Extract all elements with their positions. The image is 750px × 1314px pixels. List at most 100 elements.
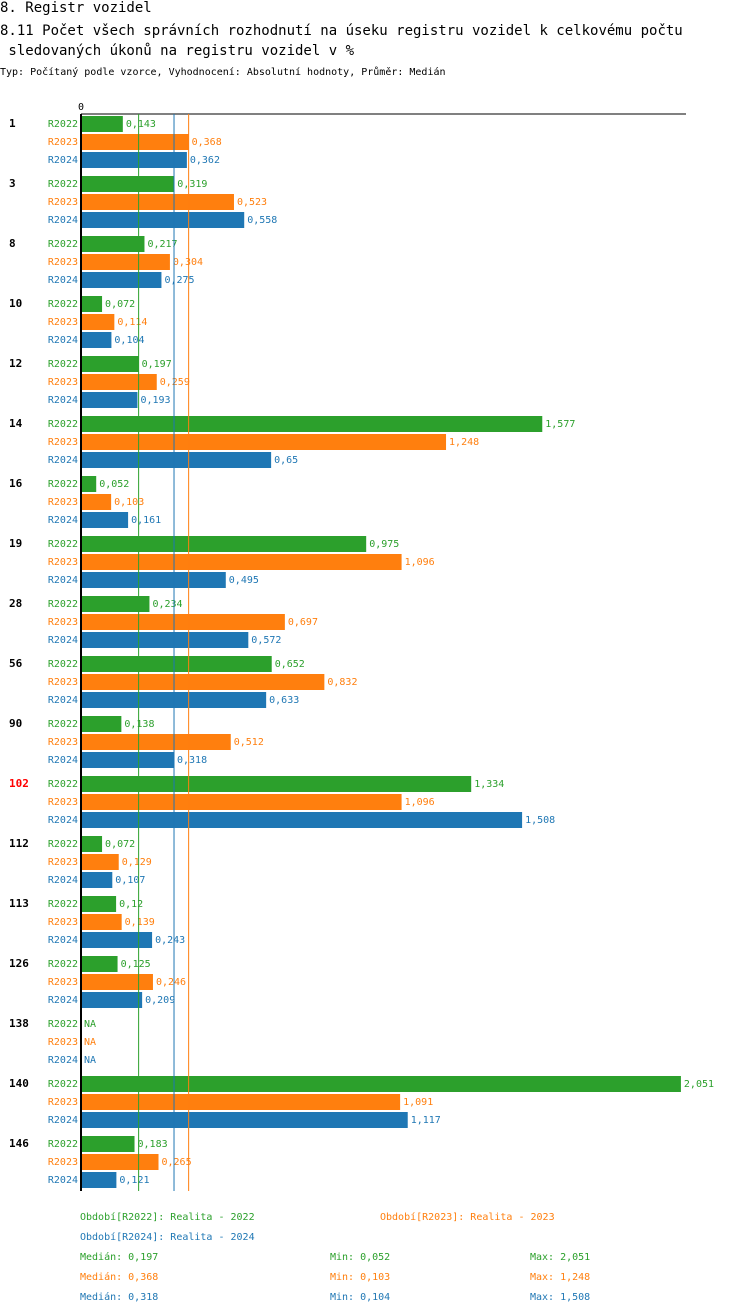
value-label-R2024-28: 0,572 xyxy=(251,635,281,646)
category-label-8: 8 xyxy=(9,237,16,250)
value-label-R2022-10: 0,072 xyxy=(105,299,135,310)
series-label-R2022: R2022 xyxy=(48,539,78,550)
bar-R2022-10 xyxy=(81,296,103,312)
value-label-R2024-126: 0,209 xyxy=(145,995,175,1006)
value-label-R2024-10: 0,104 xyxy=(114,335,144,346)
series-label-R2023: R2023 xyxy=(48,797,78,808)
series-label-R2022: R2022 xyxy=(48,779,78,790)
bar-R2023-102 xyxy=(81,794,402,810)
bar-R2022-14 xyxy=(81,416,543,432)
series-label-R2024: R2024 xyxy=(48,1055,78,1066)
series-label-R2024: R2024 xyxy=(48,935,78,946)
series-label-R2024: R2024 xyxy=(48,875,78,886)
bar-R2023-90 xyxy=(81,734,231,750)
series-label-R2023: R2023 xyxy=(48,677,78,688)
value-label-R2024-19: 0,495 xyxy=(229,575,259,586)
stat-median-R2024: Medián: 0,318 xyxy=(80,1291,158,1303)
series-label-R2022: R2022 xyxy=(48,359,78,370)
value-label-R2023-28: 0,697 xyxy=(288,617,318,628)
bar-R2024-112 xyxy=(81,872,113,888)
value-label-R2023-3: 0,523 xyxy=(237,197,267,208)
value-label-R2024-3: 0,558 xyxy=(247,215,277,226)
value-label-na: NA xyxy=(84,1055,96,1066)
bar-R2022-19 xyxy=(81,536,367,552)
bar-R2023-14 xyxy=(81,434,447,450)
series-label-R2023: R2023 xyxy=(48,557,78,568)
bar-R2023-1 xyxy=(81,134,189,150)
series-label-R2022: R2022 xyxy=(48,1079,78,1090)
series-label-R2023: R2023 xyxy=(48,617,78,628)
series-label-R2024: R2024 xyxy=(48,215,78,226)
bar-R2024-8 xyxy=(81,272,162,288)
bar-R2024-146 xyxy=(81,1172,117,1188)
series-label-R2022: R2022 xyxy=(48,179,78,190)
value-label-R2022-28: 0,234 xyxy=(152,599,182,610)
value-label-R2023-56: 0,832 xyxy=(327,677,357,688)
bar-R2024-19 xyxy=(81,572,226,588)
bar-R2023-113 xyxy=(81,914,122,930)
bar-R2023-28 xyxy=(81,614,285,630)
chart-title: 8.11 Počet všech správních rozhodnutí na… xyxy=(0,23,683,59)
bar-R2023-16 xyxy=(81,494,112,510)
series-label-R2024: R2024 xyxy=(48,515,78,526)
series-label-R2024: R2024 xyxy=(48,635,78,646)
bar-R2023-146 xyxy=(81,1154,159,1170)
value-label-R2023-112: 0,129 xyxy=(122,857,152,868)
value-label-R2024-90: 0,318 xyxy=(177,755,207,766)
category-label-102: 102 xyxy=(9,777,29,790)
legend-item-R2023: Období[R2023]: Realita - 2023 xyxy=(380,1211,555,1223)
value-label-R2022-113: 0,12 xyxy=(119,899,143,910)
category-label-112: 112 xyxy=(9,837,29,850)
series-label-R2024: R2024 xyxy=(48,335,78,346)
series-label-R2022: R2022 xyxy=(48,419,78,430)
bar-R2022-1 xyxy=(81,116,123,132)
bar-R2022-146 xyxy=(81,1136,135,1152)
series-label-R2022: R2022 xyxy=(48,899,78,910)
stat-min-R2022: Min: 0,052 xyxy=(330,1252,390,1263)
series-label-R2022: R2022 xyxy=(48,599,78,610)
category-label-113: 113 xyxy=(9,897,29,910)
bar-R2024-90 xyxy=(81,752,175,768)
value-label-R2023-16: 0,103 xyxy=(114,497,144,508)
value-label-R2024-146: 0,121 xyxy=(119,1175,149,1186)
value-label-R2023-102: 1,096 xyxy=(405,797,435,808)
bar-R2023-56 xyxy=(81,674,325,690)
bar-R2022-113 xyxy=(81,896,117,912)
bar-R2022-90 xyxy=(81,716,122,732)
series-label-R2023: R2023 xyxy=(48,857,78,868)
stat-median-R2022: Medián: 0,197 xyxy=(80,1251,158,1263)
category-label-12: 12 xyxy=(9,357,22,370)
series-label-R2023: R2023 xyxy=(48,1037,78,1048)
value-label-R2022-19: 0,975 xyxy=(369,539,399,550)
value-label-R2022-146: 0,183 xyxy=(138,1139,168,1150)
bar-R2023-140 xyxy=(81,1094,401,1110)
value-label-R2022-16: 0,052 xyxy=(99,479,129,490)
series-label-R2022: R2022 xyxy=(48,1139,78,1150)
series-label-R2022: R2022 xyxy=(48,119,78,130)
value-label-R2023-12: 0,259 xyxy=(160,377,190,388)
bar-R2024-28 xyxy=(81,632,249,648)
value-label-R2023-1: 0,368 xyxy=(192,137,222,148)
series-label-R2024: R2024 xyxy=(48,1115,78,1126)
series-label-R2022: R2022 xyxy=(48,299,78,310)
value-label-R2022-56: 0,652 xyxy=(275,659,305,670)
value-label-R2022-90: 0,138 xyxy=(124,719,154,730)
stat-max-R2023: Max: 1,248 xyxy=(530,1272,590,1283)
bar-R2024-140 xyxy=(81,1112,408,1128)
series-label-R2022: R2022 xyxy=(48,839,78,850)
category-label-140: 140 xyxy=(9,1077,29,1090)
category-label-1: 1 xyxy=(9,117,16,130)
stat-median-R2023: Medián: 0,368 xyxy=(80,1271,158,1283)
category-label-138: 138 xyxy=(9,1017,29,1030)
series-label-R2022: R2022 xyxy=(48,719,78,730)
series-label-R2022: R2022 xyxy=(48,1019,78,1030)
bar-R2022-112 xyxy=(81,836,103,852)
value-label-R2024-102: 1,508 xyxy=(525,815,555,826)
value-label-R2022-8: 0,217 xyxy=(147,239,177,250)
value-label-R2024-112: 0,107 xyxy=(115,875,145,886)
category-label-28: 28 xyxy=(9,597,22,610)
category-label-56: 56 xyxy=(9,657,23,670)
value-label-R2024-16: 0,161 xyxy=(131,515,161,526)
bar-R2024-3 xyxy=(81,212,245,228)
value-label-R2023-140: 1,091 xyxy=(403,1097,433,1108)
